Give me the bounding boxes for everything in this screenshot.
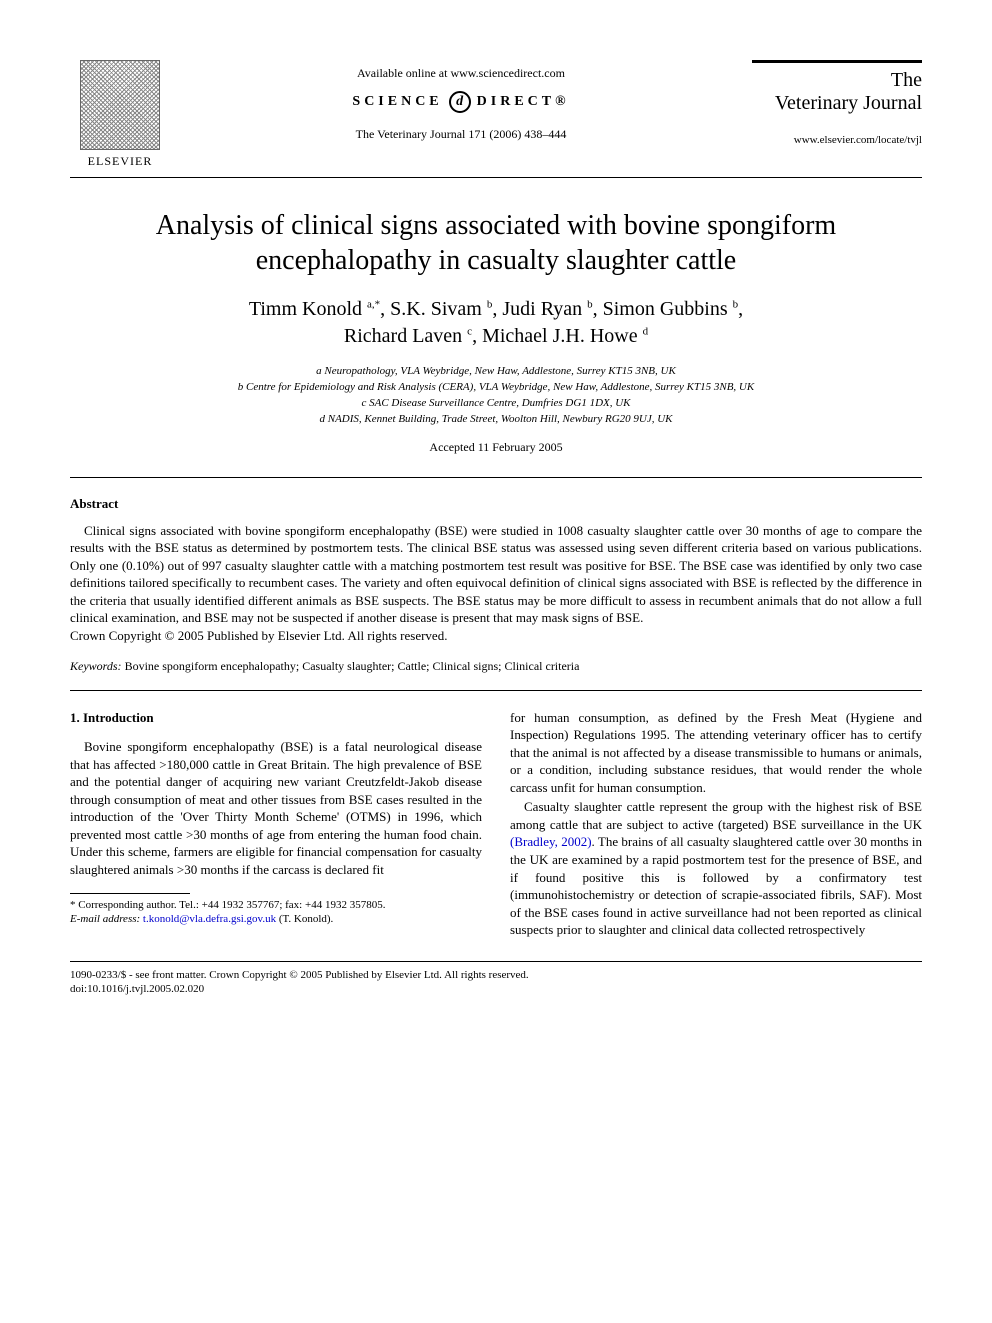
journal-name: Veterinary Journal xyxy=(752,92,922,114)
footer-doi: doi:10.1016/j.tvjl.2005.02.020 xyxy=(70,982,922,996)
abstract-body: Clinical signs associated with bovine sp… xyxy=(70,522,922,645)
journal-title-block: The Veterinary Journal www.elsevier.com/… xyxy=(752,60,922,146)
footnote-rule xyxy=(70,893,190,894)
abstract-text: Clinical signs associated with bovine sp… xyxy=(70,523,922,626)
email-label: E-mail address: xyxy=(70,913,143,925)
affil-b: b Centre for Epidemiology and Risk Analy… xyxy=(70,380,922,396)
journal-citation: The Veterinary Journal 171 (2006) 438–44… xyxy=(170,127,752,142)
author-1-affil: a,* xyxy=(367,298,380,310)
author-6: , Michael J.H. Howe xyxy=(472,325,643,347)
journal-the: The xyxy=(752,69,922,92)
footer-copyright: 1090-0233/$ - see front matter. Crown Co… xyxy=(70,968,922,982)
keywords-list: Bovine spongiform encephalopathy; Casual… xyxy=(122,659,580,673)
header-rule xyxy=(70,177,922,178)
footer-rule xyxy=(70,961,922,962)
author-3: , Judi Ryan xyxy=(492,298,587,320)
abstract-copyright: Crown Copyright © 2005 Published by Else… xyxy=(70,628,447,643)
affil-a: a Neuropathology, VLA Weybridge, New Haw… xyxy=(70,364,922,380)
elsevier-tree-icon xyxy=(80,60,160,150)
keywords-line: Keywords: Bovine spongiform encephalopat… xyxy=(70,659,922,674)
intro-para-2b: . The brains of all casualty slaughtered… xyxy=(510,834,922,937)
intro-para-1: Bovine spongiform encephalopathy (BSE) i… xyxy=(70,738,482,878)
column-left: 1. Introduction Bovine spongiform enceph… xyxy=(70,709,482,941)
affil-c: c SAC Disease Surveillance Centre, Dumfr… xyxy=(70,396,922,412)
abstract-bottom-rule xyxy=(70,690,922,691)
sd-circle-icon: d xyxy=(449,91,471,113)
author-4: , Simon Gubbins xyxy=(593,298,733,320)
email-line: E-mail address: t.konold@vla.defra.gsi.g… xyxy=(70,912,482,926)
affiliations: a Neuropathology, VLA Weybridge, New Haw… xyxy=(70,364,922,428)
sciencedirect-logo: SCIENCE d DIRECT® xyxy=(352,91,569,113)
abstract-top-rule xyxy=(70,477,922,478)
author-5: Richard Laven xyxy=(344,325,467,347)
sd-text-right: DIRECT® xyxy=(477,94,570,110)
author-email-link[interactable]: t.konold@vla.defra.gsi.gov.uk xyxy=(143,913,276,925)
corresponding-author-note: * Corresponding author. Tel.: +44 1932 3… xyxy=(70,898,482,912)
author-comma: , xyxy=(738,298,743,320)
publisher-name: ELSEVIER xyxy=(70,154,170,169)
sd-text-left: SCIENCE xyxy=(352,94,442,110)
authors-list: Timm Konold a,*, S.K. Sivam b, Judi Ryan… xyxy=(70,296,922,350)
intro-para-2a: Casualty slaughter cattle represent the … xyxy=(510,799,922,832)
header-center: Available online at www.sciencedirect.co… xyxy=(170,60,752,142)
author-1: Timm Konold xyxy=(249,298,367,320)
section-1-heading: 1. Introduction xyxy=(70,709,482,727)
intro-para-1-cont: for human consumption, as defined by the… xyxy=(510,709,922,797)
email-tail: (T. Konold). xyxy=(276,913,333,925)
keywords-label: Keywords: xyxy=(70,659,122,673)
journal-url[interactable]: www.elsevier.com/locate/tvjl xyxy=(752,134,922,146)
intro-para-2: Casualty slaughter cattle represent the … xyxy=(510,798,922,938)
accepted-date: Accepted 11 February 2005 xyxy=(70,440,922,455)
affil-d: d NADIS, Kennet Building, Trade Street, … xyxy=(70,412,922,428)
author-2: , S.K. Sivam xyxy=(380,298,487,320)
publisher-logo-block: ELSEVIER xyxy=(70,60,170,169)
body-columns: 1. Introduction Bovine spongiform enceph… xyxy=(70,709,922,941)
available-online-line: Available online at www.sciencedirect.co… xyxy=(170,66,752,81)
column-right: for human consumption, as defined by the… xyxy=(510,709,922,941)
author-6-affil: d xyxy=(643,325,649,337)
citation-bradley-2002[interactable]: (Bradley, 2002) xyxy=(510,834,592,849)
page-header: ELSEVIER Available online at www.science… xyxy=(70,60,922,169)
abstract-heading: Abstract xyxy=(70,496,922,512)
article-title: Analysis of clinical signs associated wi… xyxy=(90,208,902,278)
